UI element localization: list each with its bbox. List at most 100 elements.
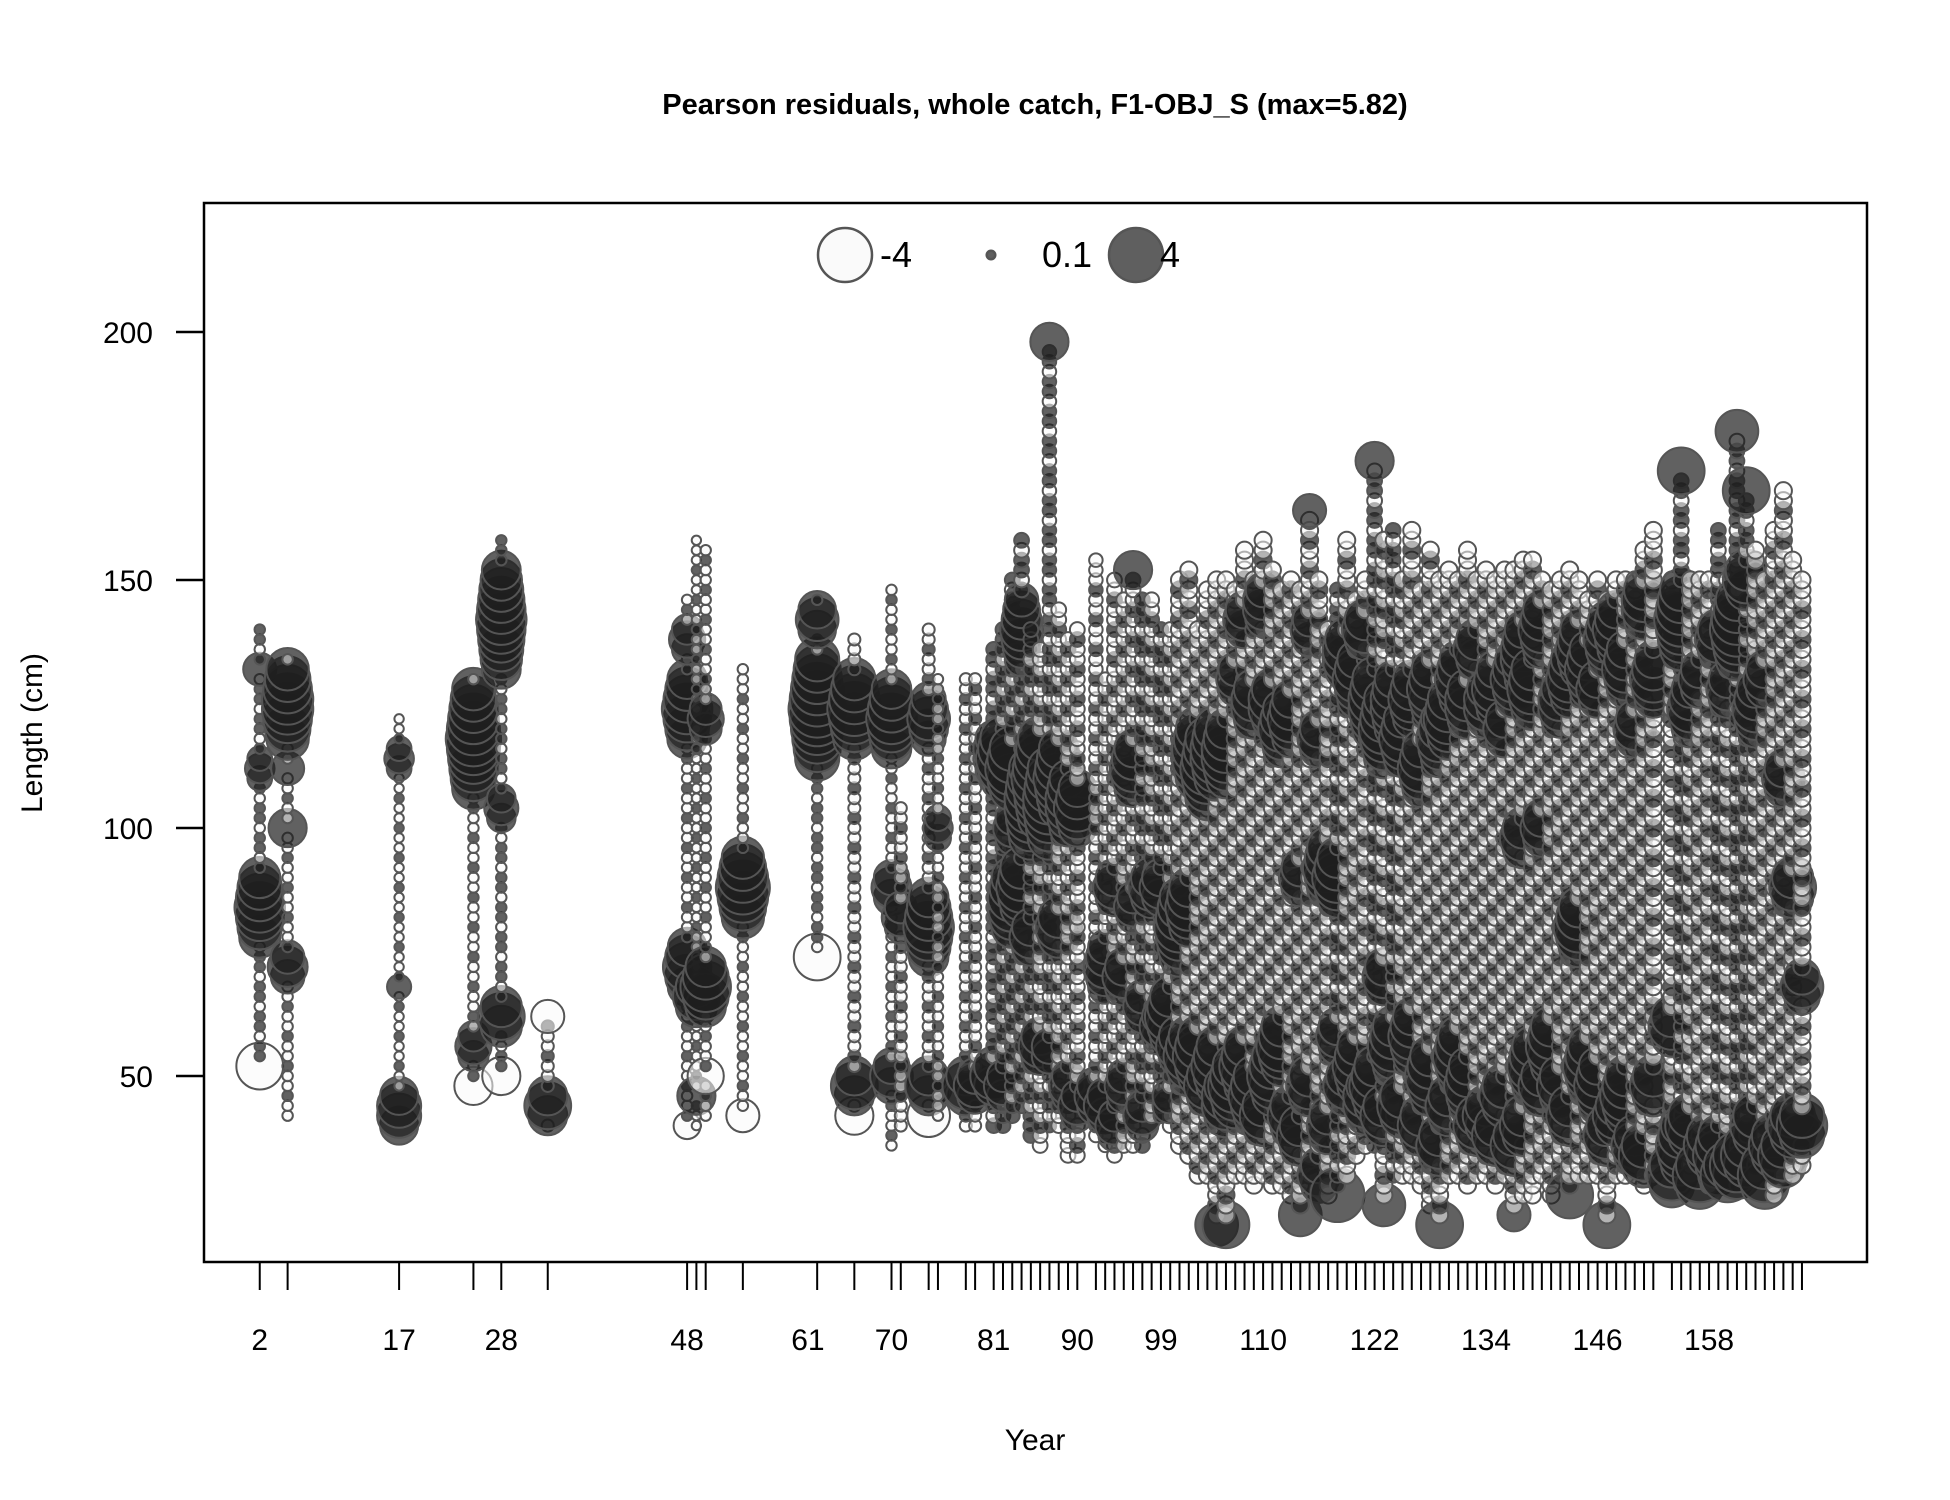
negative-residual-bubble (736, 791, 750, 805)
negative-residual-bubble (467, 911, 480, 924)
positive-residual-bubble (736, 960, 750, 974)
positive-residual-bubble (699, 1059, 712, 1073)
positive-residual-bubble (810, 801, 824, 815)
positive-residual-bubble (495, 543, 508, 557)
negative-residual-bubble (1253, 530, 1273, 550)
positive-residual-bubble (495, 553, 508, 567)
positive-residual-bubble (495, 762, 508, 775)
chart-title: Pearson residuals, whole catch, F1-OBJ_S… (662, 89, 1407, 121)
negative-residual-bubble (699, 901, 712, 914)
negative-residual-bubble (281, 901, 294, 914)
negative-residual-bubble (699, 593, 712, 607)
positive-residual-bubble (810, 811, 824, 825)
positive-residual-bubble (699, 583, 712, 597)
negative-residual-bubble (736, 950, 750, 964)
negative-residual-bubble (699, 920, 712, 934)
negative-residual-bubble (699, 1109, 712, 1122)
positive-residual-bubble (495, 752, 508, 765)
positive-residual-bubble (253, 653, 266, 666)
positive-residual-bubble (495, 851, 508, 864)
positive-residual-bubble (736, 811, 750, 825)
positive-residual-bubble (736, 841, 750, 855)
negative-residual-bubble (931, 801, 945, 815)
negative-residual-bubble (736, 702, 750, 716)
negative-residual-bubble (699, 633, 712, 646)
positive-residual-bubble (736, 782, 750, 795)
positive-residual-bubble (699, 791, 712, 805)
negative-residual-bubble (467, 960, 480, 974)
negative-residual-bubble (1337, 530, 1357, 550)
positive-residual-bubble (736, 1079, 750, 1093)
positive-residual-bubble (253, 1040, 266, 1053)
negative-residual-bubble (736, 970, 750, 984)
negative-residual-bubble (931, 682, 945, 696)
negative-residual-bubble (253, 732, 266, 745)
negative-residual-bubble (736, 762, 750, 775)
positive-residual-bubble (931, 930, 945, 944)
negative-residual-bubble (931, 672, 945, 686)
positive-residual-bubble (265, 647, 310, 692)
negative-residual-bubble (393, 1080, 405, 1092)
positive-residual-bubble (253, 841, 266, 855)
negative-residual-bubble (810, 821, 824, 835)
year-column-5 (260, 647, 315, 1122)
negative-residual-bubble (931, 1000, 945, 1013)
positive-residual-bubble (281, 791, 294, 805)
bubble-layer (233, 321, 1829, 1250)
negative-residual-bubble (931, 940, 945, 954)
negative-residual-bubble (393, 931, 405, 943)
negative-residual-bubble (281, 920, 294, 934)
negative-residual-bubble (1309, 570, 1329, 590)
positive-residual-bubble (885, 772, 898, 785)
positive-residual-bubble (467, 861, 480, 874)
negative-residual-bubble (1457, 540, 1478, 560)
negative-residual-bubble (736, 772, 750, 785)
negative-residual-bubble (736, 1069, 750, 1083)
negative-residual-bubble (467, 901, 480, 914)
negative-residual-bubble (1143, 591, 1161, 609)
positive-residual-bubble (810, 861, 824, 874)
positive-residual-bubble (699, 940, 712, 954)
negative-residual-bubble (736, 1059, 750, 1073)
year-column-33 (523, 998, 573, 1137)
positive-residual-bubble (810, 901, 824, 914)
positive-residual-bubble (253, 861, 266, 874)
negative-residual-bubble (467, 1020, 480, 1033)
negative-residual-bubble (530, 998, 566, 1035)
positive-residual-bubble (931, 722, 945, 736)
positive-residual-bubble (253, 1020, 266, 1033)
positive-residual-bubble (931, 692, 945, 706)
positive-residual-bubble (1112, 549, 1154, 591)
positive-residual-bubble (931, 1020, 945, 1033)
positive-residual-bubble (931, 901, 945, 914)
negative-residual-bubble (393, 871, 405, 884)
negative-residual-bubble (699, 692, 712, 706)
negative-residual-bubble (736, 1099, 750, 1112)
negative-residual-bubble (393, 713, 405, 725)
negative-residual-bubble (467, 930, 480, 944)
negative-residual-bubble (690, 534, 703, 546)
negative-residual-bubble (1068, 621, 1086, 638)
negative-residual-bubble (253, 1000, 266, 1013)
positive-residual-bubble (885, 623, 898, 636)
negative-residual-bubble (467, 811, 480, 825)
positive-residual-bubble (253, 623, 266, 636)
negative-residual-bubble (699, 801, 712, 815)
negative-residual-bubble (253, 1030, 266, 1043)
negative-residual-bubble (495, 980, 508, 993)
negative-residual-bubble (253, 821, 266, 835)
positive-residual-bubble (736, 990, 750, 1003)
negative-residual-bubble (699, 841, 712, 855)
negative-residual-bubble (736, 801, 750, 815)
negative-residual-bubble (885, 791, 898, 805)
positive-residual-bubble (393, 733, 405, 745)
negative-residual-bubble (467, 970, 480, 984)
negative-residual-bubble (699, 772, 712, 785)
negative-residual-bubble (931, 712, 945, 726)
negative-residual-bubble (885, 663, 898, 676)
negative-residual-bubble (281, 891, 294, 904)
negative-residual-bubble (931, 791, 945, 805)
negative-residual-bubble (467, 841, 480, 855)
negative-residual-bubble (699, 861, 712, 874)
negative-residual-bubble (931, 950, 945, 964)
